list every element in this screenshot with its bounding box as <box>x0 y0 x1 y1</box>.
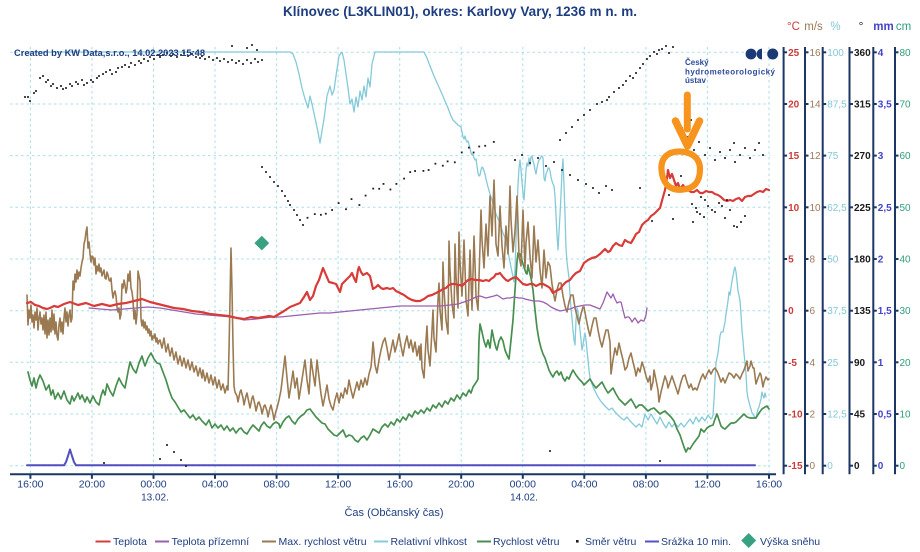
svg-text:12:00: 12:00 <box>325 479 351 491</box>
svg-text:100: 100 <box>827 48 844 59</box>
svg-text:1,5: 1,5 <box>878 306 892 317</box>
svg-text:m/s: m/s <box>804 21 823 33</box>
svg-text:Relativní vlhkost: Relativní vlhkost <box>391 536 468 548</box>
svg-text:hydrometeorologický: hydrometeorologický <box>685 68 776 77</box>
svg-text:0: 0 <box>878 461 884 472</box>
svg-text:270: 270 <box>854 151 871 162</box>
svg-text:°C: °C <box>787 21 800 33</box>
svg-text:mm: mm <box>873 21 893 33</box>
svg-text:12: 12 <box>810 151 822 162</box>
svg-text:87,5: 87,5 <box>827 99 847 110</box>
svg-text:40: 40 <box>900 255 912 266</box>
svg-text:360: 360 <box>854 48 871 59</box>
svg-text:14.02.: 14.02. <box>510 493 538 504</box>
svg-text:225: 225 <box>854 203 871 214</box>
svg-text:2,5: 2,5 <box>878 203 892 214</box>
svg-text:-10: -10 <box>788 410 803 421</box>
svg-text:14: 14 <box>810 99 822 110</box>
svg-text:0: 0 <box>900 461 906 472</box>
svg-text:70: 70 <box>900 99 912 110</box>
svg-text:0: 0 <box>827 461 833 472</box>
svg-text:-5: -5 <box>788 358 797 369</box>
svg-text:20:00: 20:00 <box>79 479 105 491</box>
svg-text:04:00: 04:00 <box>202 479 228 491</box>
svg-text:16: 16 <box>810 48 822 59</box>
svg-text:62,5: 62,5 <box>827 203 847 214</box>
svg-text:3,5: 3,5 <box>878 99 892 110</box>
svg-text:Teplota přízemní: Teplota přízemní <box>172 536 250 548</box>
svg-text:16:00: 16:00 <box>17 479 43 491</box>
svg-text:3: 3 <box>878 151 884 162</box>
svg-text:13.02.: 13.02. <box>141 493 169 504</box>
svg-text:Srážka 10 min.: Srážka 10 min. <box>661 536 731 548</box>
svg-text:60: 60 <box>900 151 912 162</box>
svg-text:20: 20 <box>900 358 912 369</box>
svg-text:%: % <box>830 21 840 33</box>
svg-text:Teplota: Teplota <box>113 536 147 548</box>
svg-text:Výška sněhu: Výška sněhu <box>760 536 820 548</box>
svg-text:08:00: 08:00 <box>633 479 659 491</box>
svg-text:Český: Český <box>685 58 709 67</box>
svg-text:20:00: 20:00 <box>448 479 474 491</box>
svg-text:25: 25 <box>827 358 839 369</box>
svg-text:25: 25 <box>788 48 800 59</box>
svg-text:37,5: 37,5 <box>827 306 847 317</box>
svg-text:80: 80 <box>900 48 912 59</box>
svg-text:ústav: ústav <box>685 76 706 85</box>
svg-text:12:00: 12:00 <box>694 479 720 491</box>
svg-text:5: 5 <box>788 255 794 266</box>
svg-text:16:00: 16:00 <box>756 479 782 491</box>
svg-text:Rychlost větru: Rychlost větru <box>493 536 560 548</box>
svg-text:10: 10 <box>788 203 800 214</box>
svg-text:10: 10 <box>900 410 912 421</box>
svg-text:0: 0 <box>854 461 860 472</box>
svg-text:-15: -15 <box>788 461 803 472</box>
svg-text:2: 2 <box>810 410 816 421</box>
svg-text:1: 1 <box>878 358 884 369</box>
svg-text:30: 30 <box>900 306 912 317</box>
svg-text:Čas (Občanský čas): Čas (Občanský čas) <box>344 506 443 519</box>
svg-text:6: 6 <box>810 306 816 317</box>
svg-text:cm: cm <box>896 21 911 33</box>
svg-text:50: 50 <box>900 203 912 214</box>
svg-text:8: 8 <box>810 255 816 266</box>
svg-text:15: 15 <box>788 151 800 162</box>
svg-text:2: 2 <box>878 255 884 266</box>
svg-text:180: 180 <box>854 255 871 266</box>
svg-text:50: 50 <box>827 255 839 266</box>
svg-text:16:00: 16:00 <box>387 479 413 491</box>
svg-text:4: 4 <box>810 358 816 369</box>
svg-text:Směr větru: Směr větru <box>585 536 637 548</box>
svg-text:90: 90 <box>854 358 866 369</box>
svg-text:10: 10 <box>810 203 822 214</box>
svg-text:45: 45 <box>854 410 866 421</box>
svg-text:20: 20 <box>788 99 800 110</box>
svg-text:135: 135 <box>854 306 871 317</box>
svg-text:00:00: 00:00 <box>510 479 536 491</box>
svg-text:00:00: 00:00 <box>140 479 166 491</box>
svg-text:315: 315 <box>854 99 871 110</box>
svg-text:0: 0 <box>788 306 794 317</box>
svg-text:Klínovec (L3KLIN01), okres: Ka: Klínovec (L3KLIN01), okres: Karlovy Vary… <box>283 4 637 19</box>
svg-text:12,5: 12,5 <box>827 410 847 421</box>
svg-text:04:00: 04:00 <box>571 479 597 491</box>
svg-text:08:00: 08:00 <box>263 479 289 491</box>
svg-text:0: 0 <box>810 461 816 472</box>
svg-text:Max. rychlost větru: Max. rychlost větru <box>279 536 367 548</box>
svg-text:75: 75 <box>827 151 839 162</box>
svg-text:0,5: 0,5 <box>878 410 892 421</box>
svg-text:Created by KW Data,s.r.o., 14.: Created by KW Data,s.r.o., 14.02.2023 15… <box>14 48 205 58</box>
svg-text:4: 4 <box>878 48 884 59</box>
svg-text:°: ° <box>859 19 864 33</box>
